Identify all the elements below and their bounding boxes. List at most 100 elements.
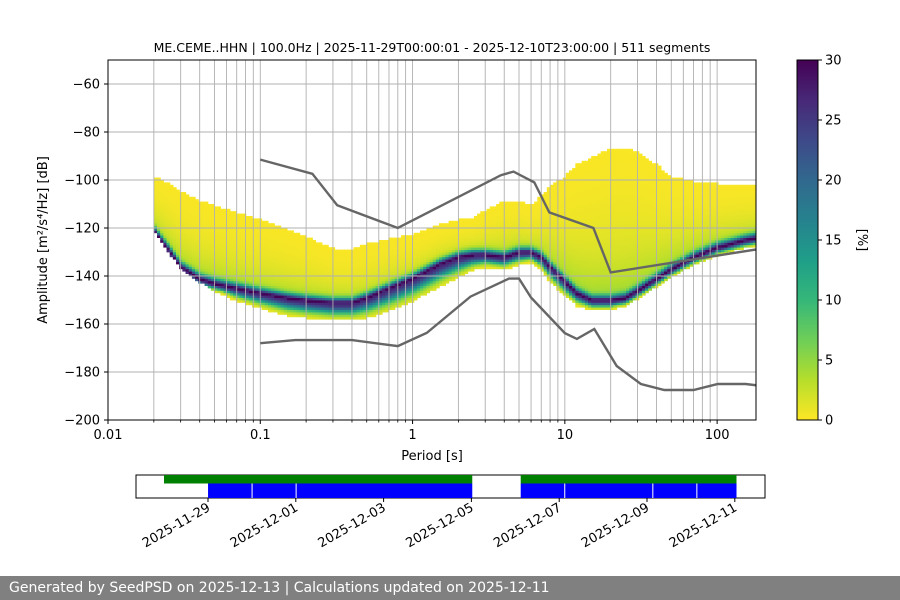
heatmap-cell [153,228,158,231]
heatmap-cell [242,300,247,303]
heatmap-cell [588,247,592,250]
heatmap-cell [492,206,497,210]
heatmap-cell [607,177,611,181]
heatmap-cell [537,259,542,262]
heatmap-cell [293,232,298,236]
heatmap-cell [486,259,491,262]
heatmap-cell [315,278,320,282]
heatmap-cell [508,237,513,241]
heatmap-cell [578,232,583,236]
heatmap-cell [382,290,386,294]
heatmap-cell [432,228,437,231]
heatmap-cell [499,240,504,243]
heatmap-cell [575,261,580,265]
heatmap-cell [312,273,317,277]
heatmap-cell [201,201,206,205]
heatmap-cell [280,302,285,306]
heatmap-cell [242,216,247,219]
heatmap-cell [404,235,408,238]
heatmap-cell [255,240,260,243]
heatmap-cell [600,189,605,193]
heatmap-cell [220,240,225,243]
heatmap-cell [217,278,221,282]
heatmap-cell [207,264,212,267]
heatmap-cell [334,249,339,253]
heatmap-cell [220,223,225,226]
heatmap-cell [210,278,215,282]
heatmap-cell [204,240,209,243]
heatmap-cell [226,247,231,250]
heatmap-cell [188,268,193,272]
heatmap-cell [347,292,351,296]
heatmap-cell [553,189,557,193]
heatmap-cell [521,228,526,231]
heatmap-cell [369,280,374,284]
heatmap-cell [328,276,332,279]
heatmap-cell [534,211,538,214]
heatmap-cell [223,288,228,291]
heatmap-cell [613,288,618,291]
heatmap-cell [290,244,294,248]
heatmap-cell [182,266,187,270]
heatmap-cell [530,208,535,212]
heatmap-cell [550,196,554,200]
heatmap-cell [321,273,326,277]
heatmap-cell [207,247,212,250]
heatmap-cell [245,268,250,272]
heatmap-cell [426,276,431,279]
heatmap-cell [321,259,326,262]
heatmap-cell [553,218,557,222]
heatmap-cell [245,266,250,270]
heatmap-cell [353,278,358,282]
heatmap-cell [534,213,538,217]
heatmap-cell [451,268,456,272]
heatmap-cell [581,266,586,270]
heatmap-cell [575,242,580,246]
heatmap-cell [569,208,573,212]
heatmap-cell [527,204,532,207]
heatmap-cell [435,225,440,229]
heatmap-cell [429,283,434,286]
heatmap-cell [594,300,599,303]
heatmap-cell [543,242,548,246]
heatmap-cell [515,206,519,210]
heatmap-cell [477,242,481,246]
heatmap-cell [369,266,374,270]
heatmap-cell [388,292,393,296]
heatmap-cell [426,261,431,265]
heatmap-cell [236,225,241,229]
heatmap-cell [600,172,605,176]
heatmap-cell [546,201,551,205]
heatmap-cell [312,280,317,284]
heatmap-cell [372,242,377,246]
heatmap-cell [454,240,459,243]
heatmap-cell [236,235,241,238]
heatmap-cell [382,288,386,291]
heatmap-cell [546,213,551,217]
heatmap-cell [369,292,374,296]
heatmap-cell [543,196,548,200]
heatmap-cell [518,235,523,238]
heatmap-cell [540,232,545,236]
heatmap-cell [356,316,361,320]
heatmap-cell [480,256,485,260]
heatmap-cell [401,247,405,250]
heatmap-cell [315,264,320,267]
heatmap-cell [324,297,329,301]
heatmap-cell [201,254,206,258]
heatmap-cell [318,259,323,262]
heatmap-cell [274,309,279,313]
heatmap-cell [290,280,294,284]
heatmap-cell [204,254,209,258]
heatmap-cell [280,304,285,308]
heatmap-cell [524,256,529,260]
heatmap-cell [160,220,164,224]
heatmap-cell [505,242,510,246]
heatmap-cell [584,199,589,202]
heatmap-cell [569,276,573,279]
heatmap-cell [565,280,570,284]
heatmap-cell [603,187,608,190]
heatmap-cell [160,208,164,212]
heatmap-cell [340,266,345,270]
heatmap-cell [550,256,554,260]
